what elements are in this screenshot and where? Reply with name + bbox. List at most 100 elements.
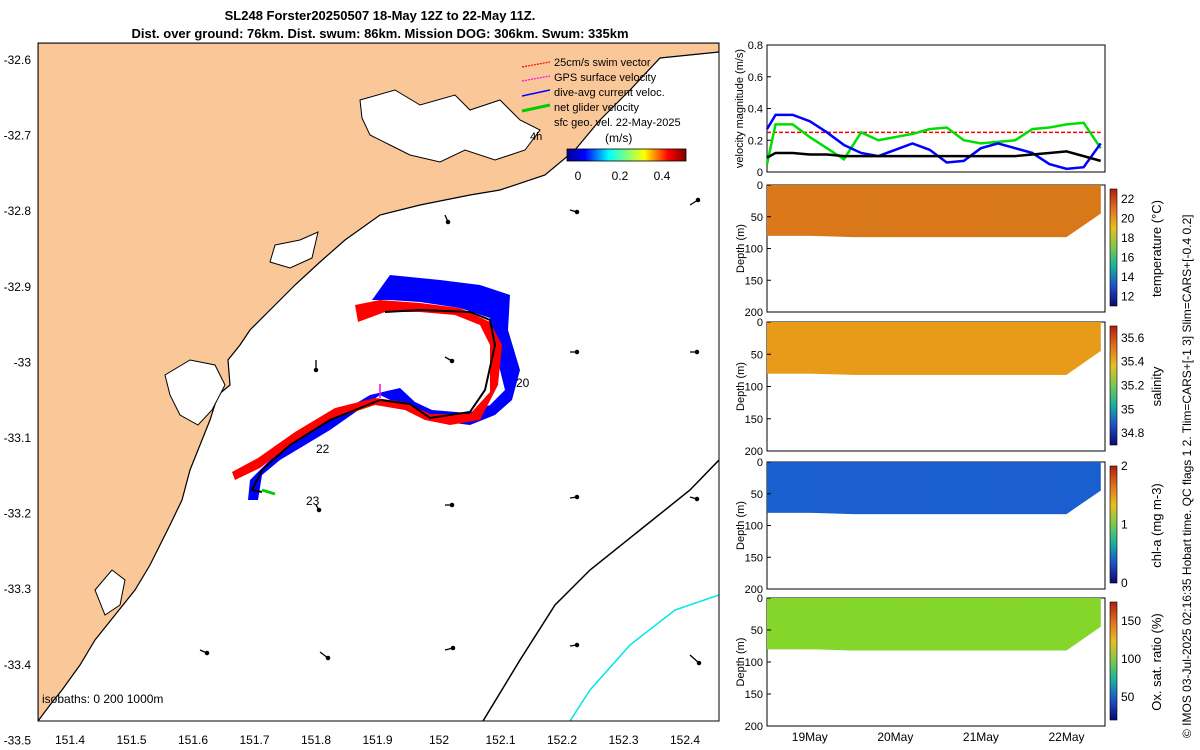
lon-tick: 151.9 (362, 733, 392, 747)
depth-tick: 200 (745, 584, 763, 596)
depth-tick: 200 (745, 446, 763, 458)
sfc-geo-arrowhead (574, 349, 580, 355)
depth-tick: 150 (745, 552, 763, 564)
legend-sfc-geo: sfc geo. vel. 22-May-2025 (554, 117, 681, 129)
colorbar-tick: 1 (1121, 518, 1128, 532)
time-tick: 20May (877, 730, 913, 744)
depth-tick: 0 (757, 457, 763, 469)
legend-4h: 4h (530, 131, 542, 143)
legend-dive-avg: dive-avg current veloc. (554, 87, 665, 99)
lake (269, 231, 319, 269)
lat-tick: -33.5 (4, 733, 32, 747)
section-cell (895, 462, 939, 515)
speed-colorbar (566, 148, 687, 162)
day-label: 23 (306, 494, 320, 508)
colorbar-tick: 0.4 (654, 169, 671, 183)
swim-vector-band (232, 300, 502, 480)
depth-tick: 100 (745, 657, 763, 669)
colorbar-tick: 35 (1121, 402, 1135, 416)
colorbar-tick: 0 (575, 169, 582, 183)
lake (94, 569, 126, 616)
colorbar-tick: 35.2 (1121, 379, 1145, 393)
section-cell (809, 598, 853, 650)
legend-gps: GPS surface velocity (554, 72, 657, 84)
sfc-geo-arrowhead (313, 367, 319, 373)
lat-tick: -33.2 (4, 507, 32, 521)
section-cell (938, 185, 981, 238)
colorbar-tick: 14 (1121, 270, 1135, 284)
section-colorbar (1109, 188, 1118, 307)
time-tick: 19May (792, 730, 828, 744)
velocity-series-dive-avg-current (765, 113, 1102, 171)
dive-avg-current-band (248, 275, 520, 500)
lon-tick: 152.3 (608, 733, 638, 747)
section-cell (809, 462, 853, 513)
day-label: 22 (316, 442, 330, 456)
section-colorbar (1109, 325, 1118, 446)
section-cell (1066, 462, 1101, 491)
isobath-200m (482, 459, 719, 721)
section-cell (1023, 462, 1067, 515)
colorbar-tick: 34.8 (1121, 426, 1145, 440)
sfc-geo-arrowhead (696, 660, 702, 666)
velocity-ytick: 0.6 (748, 72, 763, 84)
section-cell (767, 598, 810, 650)
map-legend: 25cm/s swim vector GPS surface velocity … (521, 57, 687, 183)
section-cell (895, 322, 939, 375)
lat-tick: -33 (14, 355, 32, 369)
section-cell (895, 185, 939, 238)
lon-tick: 152.1 (485, 733, 515, 747)
lat-tick: -32.9 (4, 280, 32, 294)
section-cell (1023, 322, 1067, 375)
isobaths-label: isobaths: 0 200 1000m (42, 692, 163, 706)
lat-tick: -33.3 (4, 582, 32, 596)
day-label: 20 (516, 376, 530, 390)
section-cell (767, 322, 810, 374)
section-cell (895, 598, 939, 651)
lon-tick: 152 (429, 733, 449, 747)
section-cell (852, 322, 896, 375)
depth-ylabel: Depth (m) (735, 362, 747, 411)
velocity-axes (766, 44, 1106, 173)
depth-tick: 100 (745, 521, 763, 533)
colorbar-tick: 16 (1121, 250, 1135, 264)
glider-track-line (250, 308, 497, 493)
sfc-geo-arrowhead (204, 650, 210, 656)
depth-tick: 50 (751, 489, 763, 501)
section-cell (767, 462, 810, 513)
colorbar-tick: 22 (1121, 192, 1135, 206)
depth-tick: 0 (757, 180, 763, 192)
depth-tick: 100 (745, 382, 763, 394)
depth-ylabel: Depth (m) (735, 501, 747, 550)
lon-tick: 151.7 (239, 733, 269, 747)
colorbar-label: chl-a (mg m-3) (1149, 483, 1164, 568)
depth-tick: 150 (745, 275, 763, 287)
depth-tick: 200 (745, 721, 763, 733)
depth-tick: 50 (751, 212, 763, 224)
lon-tick: 151.5 (116, 733, 146, 747)
colorbar-label: temperature (°C) (1149, 200, 1164, 297)
glider-track-map: 20 22 23 -32.6 -32.7 -32.8 -32.9 -33 -33.1 -33… (4, 42, 720, 747)
velocity-series-net-glider (765, 121, 1102, 165)
colorbar-unit: (m/s) (605, 131, 632, 145)
section-colorbar (1109, 601, 1118, 721)
colorbar-label: Ox. sat. ratio (%) (1149, 613, 1164, 711)
section-cell (852, 185, 896, 238)
section-cell (809, 322, 853, 374)
sfc-geo-arrowhead (325, 655, 331, 661)
colorbar-tick: 20 (1121, 211, 1135, 225)
lat-tick: -32.8 (4, 204, 32, 218)
land (38, 43, 719, 721)
colorbar-tick: 100 (1121, 652, 1141, 666)
velocity-ytick: 0.8 (748, 40, 763, 52)
figure-title: SL248 Forster20250507 18-May 12Z to 22-M… (224, 8, 536, 23)
section-cell (852, 462, 896, 515)
sfc-geo-arrowhead (449, 502, 455, 508)
chla-section: 0 50 100 150 200 Depth (m) 2 1 0 chl-a (mg m-3) (735, 457, 1164, 596)
sfc-geo-arrowhead (694, 496, 700, 502)
section-cell (809, 185, 853, 236)
velocity-ytick: 0.4 (748, 104, 763, 116)
sfc-geo-arrowhead (449, 358, 455, 364)
